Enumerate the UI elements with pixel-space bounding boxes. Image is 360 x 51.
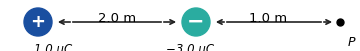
Text: −3.0 μC: −3.0 μC [166,43,214,51]
Text: +: + [31,13,45,31]
Circle shape [182,8,210,36]
Text: 1.0 m: 1.0 m [249,12,287,26]
Circle shape [24,8,52,36]
Text: P: P [348,36,356,49]
Text: 1.0 μC: 1.0 μC [34,43,72,51]
Text: 2.0 m: 2.0 m [98,12,136,26]
Text: −: − [187,12,205,32]
